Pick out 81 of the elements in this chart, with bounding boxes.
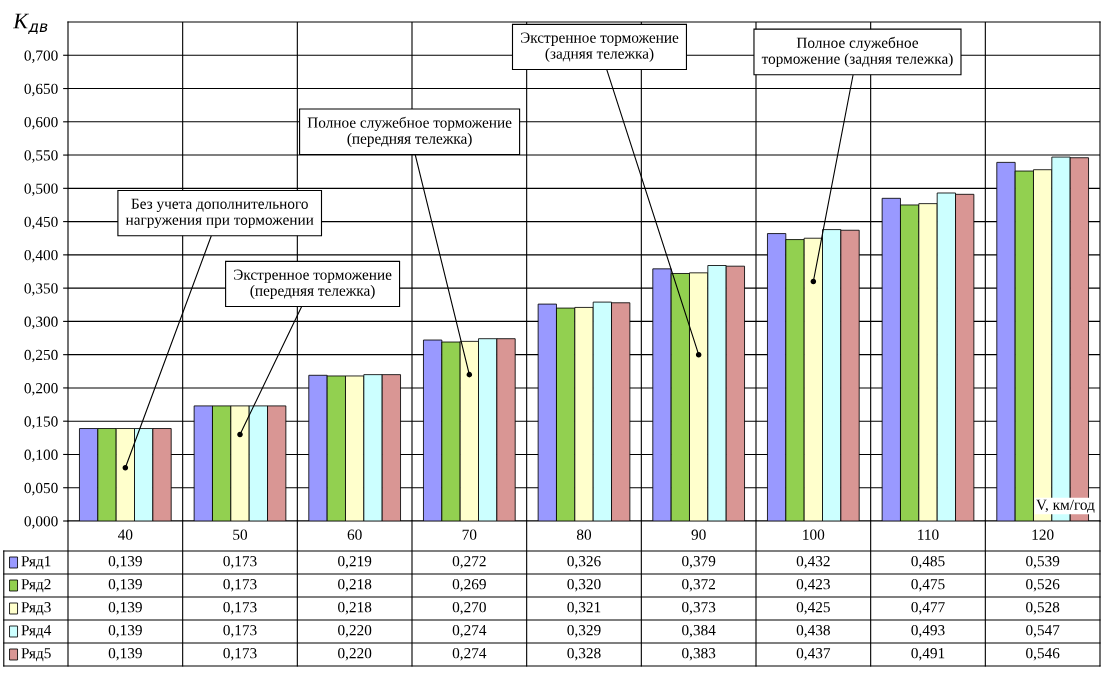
data-label: 0,491: [911, 648, 945, 661]
data-label: 0,328: [567, 648, 601, 661]
data-label: 0,139: [108, 625, 142, 638]
data-label: 0,218: [338, 602, 372, 615]
data-label: 0,384: [682, 625, 716, 638]
x-tick-label: 110: [918, 529, 939, 540]
data-label: 0,139: [108, 556, 142, 569]
y-tick-label: 0,050: [24, 482, 58, 496]
x-tick-label: 90: [691, 529, 706, 540]
data-label: 0,326: [567, 556, 601, 569]
data-label: 0,218: [338, 579, 372, 592]
data-label: 0,547: [1026, 625, 1060, 638]
legend-label: Ряд5: [21, 648, 51, 662]
data-label: 0,383: [682, 648, 716, 661]
y-tick-label: 0,500: [24, 183, 58, 196]
data-label: 0,220: [338, 648, 372, 661]
y-tick-label: 0,100: [24, 449, 58, 463]
y-tick-label: 0,650: [24, 83, 58, 97]
y-tick-label: 0,350: [24, 283, 58, 296]
y-tick-label: 0,200: [24, 383, 58, 396]
data-label: 0,477: [911, 602, 945, 615]
x-tick-label: 50: [233, 529, 248, 540]
data-label: 0,475: [911, 579, 945, 592]
annotation: Полное служебное торможение (задняя тележка): [761, 36, 953, 68]
y-tick-label: 0,550: [24, 150, 58, 163]
data-label: 0,373: [682, 602, 716, 615]
data-label: 0,139: [108, 602, 142, 615]
data-label: 0,493: [911, 625, 945, 638]
annotation: Без учета дополнительного нагружения при торможении: [125, 198, 314, 229]
data-label: 0,423: [796, 579, 830, 592]
data-label: 0,321: [567, 602, 601, 615]
data-label: 0,425: [796, 602, 830, 615]
data-label: 0,272: [452, 556, 486, 569]
data-label: 0,173: [223, 625, 257, 638]
data-label: 0,270: [452, 602, 486, 615]
annotation: Экстренное торможение (задняя тележка): [520, 32, 679, 62]
y-tick-label: 0,150: [24, 416, 58, 429]
y-tick-label: 0,700: [24, 50, 58, 63]
y-axis-title: K$_{дв}$: [13, 13, 48, 35]
legend-label: Ряд2: [21, 579, 51, 593]
data-label: 0,320: [567, 579, 601, 592]
x-tick-label: 80: [576, 529, 592, 540]
x-tick-label: 100: [803, 529, 825, 540]
data-label: 0,139: [108, 579, 142, 592]
data-label: 0,173: [223, 556, 257, 569]
data-label: 0,526: [1026, 579, 1060, 592]
annotation: Полное служебное торможение (передняя тележка): [307, 116, 512, 147]
y-tick-label: 0,450: [24, 216, 58, 230]
y-tick-label: 0,000: [24, 516, 58, 529]
data-label: 0,546: [1026, 648, 1060, 661]
x-axis-title: V, км/год: [1036, 499, 1095, 513]
data-label: 0,528: [1026, 602, 1060, 615]
data-label: 0,539: [1026, 556, 1060, 569]
data-label: 0,173: [223, 602, 257, 615]
data-label: 0,269: [452, 579, 486, 592]
y-tick-label: 0,300: [24, 316, 58, 330]
y-tick-label: 0,250: [24, 349, 58, 363]
data-label: 0,437: [796, 648, 831, 661]
data-label: 0,485: [911, 556, 945, 569]
annotation: Экстренное торможение (передняя тележка): [234, 269, 392, 299]
y-tick-label: 0,600: [24, 116, 58, 130]
data-label: 0,372: [682, 579, 716, 592]
legend-label: Ряд3: [21, 602, 51, 616]
data-label: 0,274: [452, 625, 487, 638]
data-label: 0,220: [338, 625, 372, 638]
data-label: 0,173: [223, 648, 257, 661]
data-label: 0,274: [452, 648, 487, 661]
legend-label: Ряд1: [21, 556, 51, 570]
x-tick-label: 40: [117, 529, 133, 540]
data-label: 0,329: [567, 625, 601, 638]
data-label: 0,219: [338, 556, 372, 569]
data-label: 0,139: [108, 648, 142, 661]
data-label: 0,438: [796, 625, 830, 638]
data-label: 0,379: [682, 556, 716, 569]
x-tick-label: 120: [1032, 529, 1054, 540]
legend-label: Ряд4: [21, 625, 52, 639]
x-tick-label: 60: [347, 529, 362, 540]
y-tick-label: 0,400: [24, 250, 58, 263]
data-label: 0,173: [223, 579, 257, 592]
data-label: 0,432: [796, 556, 830, 569]
x-tick-label: 70: [462, 529, 477, 540]
